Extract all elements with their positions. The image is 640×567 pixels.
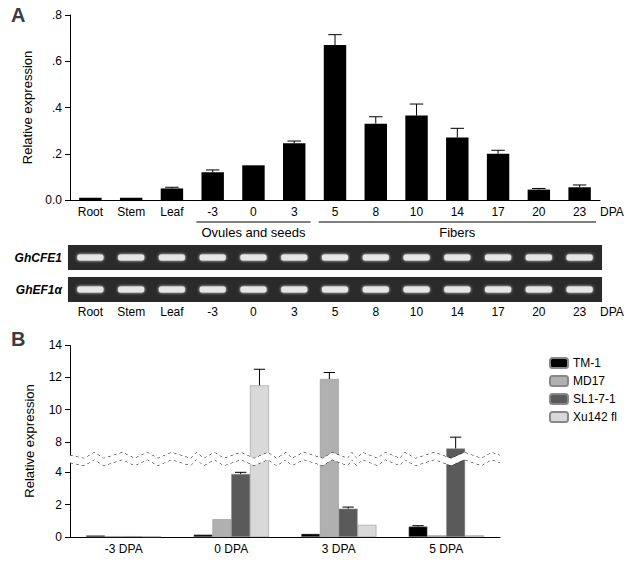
svg-text:23: 23 bbox=[573, 305, 587, 319]
svg-text:B: B bbox=[11, 328, 25, 350]
svg-text:3: 3 bbox=[291, 205, 298, 219]
svg-text:Stem: Stem bbox=[117, 305, 145, 319]
svg-text:0: 0 bbox=[55, 530, 62, 544]
svg-text:5 DPA: 5 DPA bbox=[429, 542, 463, 556]
svg-text:Xu142 fl: Xu142 fl bbox=[573, 410, 617, 424]
svg-text:14: 14 bbox=[451, 205, 465, 219]
svg-text:GhEF1α: GhEF1α bbox=[16, 283, 63, 297]
svg-text:Relative expression: Relative expression bbox=[22, 384, 37, 497]
svg-text:Fibers: Fibers bbox=[439, 225, 476, 240]
svg-text:8: 8 bbox=[372, 205, 379, 219]
svg-text:MD17: MD17 bbox=[573, 374, 605, 388]
svg-text:-3: -3 bbox=[207, 205, 218, 219]
svg-text:10: 10 bbox=[49, 403, 63, 417]
svg-text:Relative expression: Relative expression bbox=[20, 51, 35, 164]
svg-text:8: 8 bbox=[372, 305, 379, 319]
svg-text:5: 5 bbox=[332, 205, 339, 219]
svg-text:GhCFE1: GhCFE1 bbox=[15, 251, 63, 265]
svg-text:20: 20 bbox=[532, 305, 546, 319]
svg-text:Root: Root bbox=[78, 305, 104, 319]
svg-text:12: 12 bbox=[49, 370, 63, 384]
svg-text:.4: .4 bbox=[52, 101, 62, 115]
svg-text:23: 23 bbox=[573, 205, 587, 219]
svg-text:Ovules and seeds: Ovules and seeds bbox=[201, 225, 306, 240]
svg-text:17: 17 bbox=[491, 205, 505, 219]
svg-text:0: 0 bbox=[250, 305, 257, 319]
svg-text:-3 DPA: -3 DPA bbox=[105, 542, 143, 556]
svg-text:SL1-7-1: SL1-7-1 bbox=[573, 392, 616, 406]
svg-text:Stem: Stem bbox=[117, 205, 145, 219]
svg-text:14: 14 bbox=[451, 305, 465, 319]
svg-text:A: A bbox=[11, 4, 25, 26]
svg-text:3: 3 bbox=[291, 305, 298, 319]
svg-text:Leaf: Leaf bbox=[160, 205, 184, 219]
svg-text:20: 20 bbox=[532, 205, 546, 219]
svg-text:10: 10 bbox=[410, 205, 424, 219]
svg-text:4: 4 bbox=[55, 465, 62, 479]
svg-text:-3: -3 bbox=[207, 305, 218, 319]
svg-text:10: 10 bbox=[410, 305, 424, 319]
svg-text:.8: .8 bbox=[52, 8, 62, 22]
svg-text:14: 14 bbox=[49, 338, 63, 352]
svg-text:5: 5 bbox=[332, 305, 339, 319]
svg-text:Root: Root bbox=[78, 205, 104, 219]
svg-text:DPA: DPA bbox=[600, 205, 624, 219]
svg-text:2: 2 bbox=[55, 498, 62, 512]
svg-text:17: 17 bbox=[491, 305, 505, 319]
svg-text:0.0: 0.0 bbox=[45, 193, 62, 207]
svg-text:TM-1: TM-1 bbox=[573, 356, 601, 370]
svg-text:0: 0 bbox=[250, 205, 257, 219]
svg-text:3 DPA: 3 DPA bbox=[322, 542, 356, 556]
svg-text:Leaf: Leaf bbox=[160, 305, 184, 319]
svg-text:0 DPA: 0 DPA bbox=[214, 542, 248, 556]
svg-text:8: 8 bbox=[55, 435, 62, 449]
svg-text:.6: .6 bbox=[52, 54, 62, 68]
svg-text:.2: .2 bbox=[52, 147, 62, 161]
svg-text:DPA: DPA bbox=[600, 305, 624, 319]
